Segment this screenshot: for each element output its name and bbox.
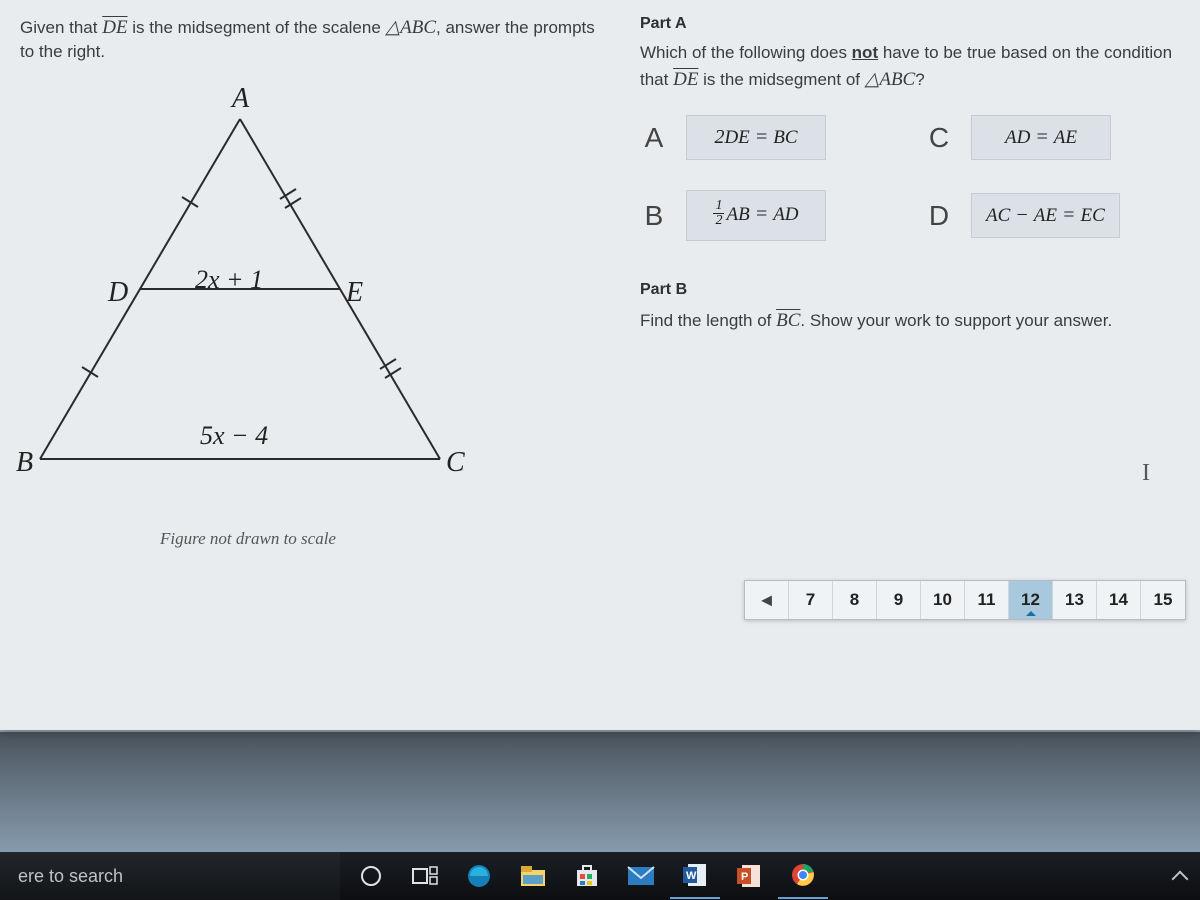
part-a-q-mid2: is the midsegment of [698, 70, 864, 89]
choice-d-math: AC − AE = EC [986, 204, 1105, 226]
file-explorer-icon[interactable] [508, 852, 558, 900]
choice-a-letter: A [640, 122, 668, 154]
right-column: Part A Which of the following does not h… [630, 0, 1200, 730]
figure-caption: Figure not drawn to scale [160, 529, 610, 549]
taskbar-search[interactable]: ere to search [0, 852, 340, 900]
prompt-text-pre: Given that [20, 18, 102, 37]
laptop-hinge-shadow [0, 732, 1200, 852]
pager-item-9[interactable]: 9 [877, 581, 921, 619]
text-cursor: I [1142, 460, 1150, 487]
choice-d-letter: D [925, 200, 953, 232]
chrome-icon[interactable] [778, 853, 828, 899]
pager-prev-button[interactable]: ◄ [745, 581, 789, 619]
choice-d[interactable]: D AC − AE = EC [925, 190, 1180, 241]
choice-c-box: AD = AE [971, 115, 1111, 160]
choice-b-letter: B [640, 200, 668, 232]
prompt-triangle-abc: △ABC [386, 17, 437, 38]
choice-a[interactable]: A 2DE = BC [640, 115, 895, 160]
vertex-b-label: B [16, 447, 33, 479]
choice-d-box: AC − AE = EC [971, 193, 1120, 238]
taskbar-icons-group: W P [346, 852, 828, 900]
part-a-q-triangle: △ABC [865, 69, 916, 90]
segment-bc-label: 5x − 4 [200, 421, 268, 451]
part-a-title: Part A [640, 15, 1180, 33]
part-a-q-not: not [852, 43, 878, 62]
part-a-q-pre: Which of the following does [640, 43, 852, 62]
pager-item-14[interactable]: 14 [1097, 581, 1141, 619]
svg-text:W: W [686, 870, 697, 882]
choice-b[interactable]: B 12AB = AD [640, 190, 895, 241]
vertex-a-label: A [232, 83, 249, 115]
question-pager: ◄ 789101112131415 [744, 580, 1186, 620]
tray-expand-icon[interactable] [1172, 871, 1189, 888]
choice-a-math: 2DE = BC [714, 126, 797, 148]
windows-taskbar: ere to search [0, 852, 1200, 900]
pager-item-7[interactable]: 7 [789, 581, 833, 619]
triangle-figure: A B C D E 2x + 1 5x − 4 [10, 89, 490, 509]
taskbar-search-text: ere to search [18, 866, 123, 887]
vertex-e-label: E [346, 277, 363, 309]
choice-b-math: 12AB = AD [713, 203, 798, 225]
part-b-q-pre: Find the length of [640, 311, 776, 330]
pager-item-8[interactable]: 8 [833, 581, 877, 619]
left-column: Given that DE is the midsegment of the s… [0, 0, 630, 730]
choice-c[interactable]: C AD = AE [925, 115, 1180, 160]
pager-item-15[interactable]: 15 [1141, 581, 1185, 619]
part-b-question: Find the length of BC. Show your work to… [640, 307, 1180, 335]
svg-text:P: P [741, 871, 748, 883]
mail-icon[interactable] [616, 852, 666, 900]
cortana-icon[interactable] [346, 852, 396, 900]
taskview-icon[interactable] [400, 852, 450, 900]
part-b-q-seg-bc: BC [776, 310, 800, 331]
choice-c-math: AD = AE [1005, 126, 1077, 148]
store-icon[interactable] [562, 852, 612, 900]
pager-item-11[interactable]: 11 [965, 581, 1009, 619]
prompt-text-mid: is the midsegment of the scalene [128, 18, 386, 37]
vertex-c-label: C [446, 447, 465, 479]
powerpoint-icon[interactable]: P [724, 852, 774, 900]
word-icon[interactable]: W [670, 853, 720, 899]
segment-de-label: 2x + 1 [195, 265, 263, 295]
edge-icon[interactable] [454, 852, 504, 900]
part-a-q-seg-de: DE [673, 69, 698, 90]
part-b-q-post: . Show your work to support your answer. [800, 311, 1112, 330]
choice-a-box: 2DE = BC [686, 115, 826, 160]
screen-root: Given that DE is the midsegment of the s… [0, 0, 1200, 900]
taskbar-tray[interactable] [1174, 867, 1200, 885]
prompt-segment-de: DE [102, 17, 127, 38]
pager-item-10[interactable]: 10 [921, 581, 965, 619]
problem-prompt: Given that DE is the midsegment of the s… [20, 15, 610, 64]
part-b-title: Part B [640, 281, 1180, 299]
pager-item-13[interactable]: 13 [1053, 581, 1097, 619]
part-a-question: Which of the following does not have to … [640, 41, 1180, 93]
choice-grid: A 2DE = BC C AD = AE B 12AB = AD D AC − … [640, 115, 1180, 241]
choice-b-box: 12AB = AD [686, 190, 826, 241]
vertex-d-label: D [108, 277, 128, 309]
pager-item-12[interactable]: 12 [1009, 581, 1053, 619]
choice-c-letter: C [925, 122, 953, 154]
worksheet-area: Given that DE is the midsegment of the s… [0, 0, 1200, 730]
part-a-q-post: ? [915, 70, 924, 89]
